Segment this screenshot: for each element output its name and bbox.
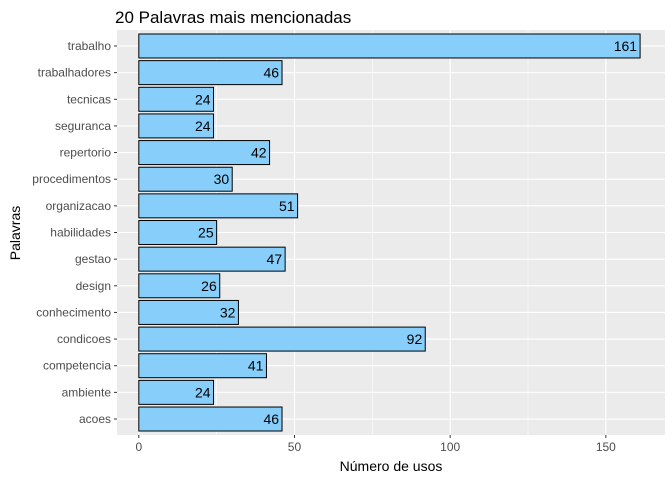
bar	[138, 353, 267, 379]
y-tick-label: tecnicas	[67, 92, 111, 106]
bar	[138, 299, 239, 325]
y-tick-label: trabalho	[68, 39, 112, 53]
data-label: 92	[407, 331, 423, 347]
y-tick-label: design	[76, 279, 111, 293]
data-label: 51	[279, 198, 295, 214]
bar	[138, 33, 641, 59]
y-tick-label: habilidades	[50, 226, 111, 240]
bar	[138, 406, 283, 432]
data-label: 41	[248, 358, 264, 374]
bar	[138, 379, 215, 405]
y-tick-label: acoes	[79, 412, 111, 426]
y-tick-label: repertorio	[60, 146, 112, 160]
data-label: 47	[267, 251, 283, 267]
y-tick-label: condicoes	[57, 332, 111, 346]
data-label: 26	[201, 278, 217, 294]
bar	[138, 220, 218, 245]
data-label: 24	[195, 91, 211, 107]
bar	[138, 140, 271, 166]
y-axis-title: Palavras	[7, 206, 23, 260]
y-tick-label: organizacao	[46, 199, 112, 213]
bar	[138, 326, 426, 352]
bar	[138, 246, 286, 272]
data-label: 30	[214, 171, 230, 187]
x-tick-label: 50	[288, 440, 302, 454]
y-tick-label: gestao	[75, 252, 111, 266]
y-tick-label: seguranca	[55, 119, 111, 133]
data-label: 32	[220, 304, 236, 320]
y-tick-label: competencia	[43, 359, 111, 373]
bar	[138, 86, 215, 112]
y-axis: trabalho trabalhadores tecnicas seguranca re…	[32, 39, 117, 426]
data-label: 46	[263, 411, 279, 427]
bars	[138, 33, 641, 432]
data-label: 161	[614, 38, 638, 54]
y-tick-label: trabalhadores	[38, 66, 111, 80]
y-tick-label: conhecimento	[36, 305, 111, 319]
bar	[138, 166, 233, 192]
data-label: 25	[198, 225, 214, 241]
y-tick-label: ambiente	[62, 385, 112, 399]
x-tick-label: 100	[440, 440, 460, 454]
bar	[138, 193, 299, 219]
bar	[138, 60, 283, 86]
x-axis-title: Número de usos	[340, 458, 443, 474]
data-label: 42	[251, 145, 267, 161]
data-label: 46	[263, 65, 279, 81]
bar	[138, 113, 215, 139]
y-tick-label: procedimentos	[32, 172, 111, 186]
bar	[138, 273, 221, 299]
x-axis: 0 50 100 150	[135, 435, 616, 454]
x-tick-label: 0	[135, 440, 142, 454]
chart-title: 20 Palavras mais mencionadas	[115, 8, 351, 27]
x-tick-label: 150	[596, 440, 616, 454]
data-label: 24	[195, 118, 211, 134]
data-label: 24	[195, 384, 211, 400]
